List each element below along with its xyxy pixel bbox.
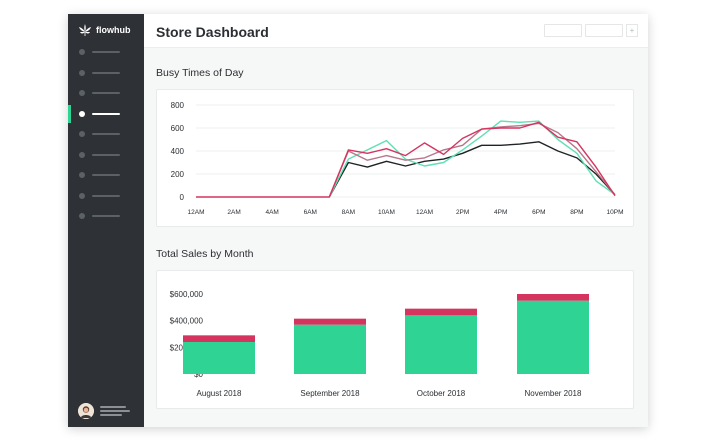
sidebar-item-label — [92, 153, 120, 156]
compliance-icon — [79, 192, 85, 199]
sidebar-item-label — [92, 133, 120, 135]
date-range-button[interactable] — [544, 24, 582, 37]
y-tick-label: $600,000 — [170, 290, 204, 299]
x-tick-label: 8PM — [570, 209, 583, 216]
inventory-icon — [79, 110, 85, 117]
series-line-pink — [196, 121, 616, 198]
plus-icon: + — [629, 26, 635, 35]
x-tick-label: September 2018 — [300, 389, 360, 398]
user-role-placeholder — [100, 414, 122, 416]
y-tick-label: 800 — [171, 101, 185, 110]
avatar[interactable] — [78, 403, 94, 419]
app-window: flowhub Store Dashboard + Busy Ti — [68, 14, 648, 427]
settings-icon — [79, 213, 85, 219]
x-tick-label: 6PM — [532, 209, 545, 216]
user-name-placeholder — [100, 406, 126, 408]
sidebar-item-label — [92, 194, 120, 197]
user-profile[interactable] — [78, 403, 138, 419]
sales-title: Total Sales by Month — [156, 248, 254, 260]
brand-logo[interactable]: flowhub — [78, 22, 131, 38]
orders-icon — [79, 69, 85, 76]
bar-top[interactable] — [405, 308, 477, 316]
page-title: Store Dashboard — [156, 24, 269, 40]
sidebar-item-label — [92, 71, 120, 74]
sidebar-item-label — [92, 215, 120, 217]
reports-icon — [79, 131, 85, 137]
bar-top[interactable] — [294, 318, 366, 325]
busy-times-chart: 0 200 400 600 800 12AM 2AM 4AM 6AM 8AM 10AM 12AM 2PM… — [171, 101, 624, 216]
busy-times-card: 0 200 400 600 800 12AM 2AM 4AM 6AM 8AM 10AM 12AM 2PM… — [156, 89, 634, 227]
series-line-dark — [328, 141, 616, 198]
y-tick-label: $0 — [194, 370, 203, 379]
bar-top[interactable] — [183, 335, 255, 342]
add-button[interactable]: + — [626, 24, 638, 37]
x-tick-label: November 2018 — [525, 389, 582, 398]
sidebar-item-settings[interactable] — [68, 210, 144, 222]
series-line-mauve — [328, 122, 616, 198]
leaf-icon — [79, 24, 91, 36]
user-avatar-icon — [78, 403, 94, 419]
sidebar-item-label — [92, 51, 120, 53]
x-tick-label: 4AM — [265, 209, 278, 216]
bar-base[interactable] — [405, 315, 477, 374]
bar-top[interactable] — [517, 294, 589, 301]
x-tick-label: 10AM — [378, 209, 395, 216]
series-line-green — [328, 120, 616, 198]
x-tick-label: 8AM — [342, 209, 355, 216]
sidebar-item-label — [92, 174, 120, 176]
sidebar-item-reports[interactable] — [68, 128, 144, 140]
bar-base[interactable] — [183, 342, 255, 374]
y-tick-label: 0 — [180, 193, 185, 202]
y-tick-label: 200 — [171, 170, 185, 179]
y-tick-label: $400,000 — [170, 317, 204, 326]
sidebar-item-label — [92, 92, 120, 94]
x-tick-label: 2AM — [227, 209, 240, 216]
sidebar-item-orders[interactable] — [68, 67, 144, 79]
x-tick-label: 12AM — [188, 209, 205, 216]
customers-icon — [79, 90, 85, 96]
brand-name: flowhub — [96, 25, 131, 35]
x-tick-label: August 2018 — [197, 389, 242, 398]
top-bar: Store Dashboard + — [144, 14, 648, 48]
active-indicator — [68, 104, 71, 123]
x-tick-label: October 2018 — [417, 389, 466, 398]
x-tick-label: 4PM — [494, 209, 507, 216]
main-content: Store Dashboard + Busy Times of Day 0 200… — [144, 14, 648, 427]
sidebar-item-compliance[interactable] — [68, 190, 144, 202]
sidebar-item-staff[interactable] — [68, 149, 144, 161]
sidebar-item-dashboard[interactable] — [68, 46, 144, 58]
promotions-icon — [79, 172, 85, 178]
user-name-placeholder — [100, 410, 130, 412]
x-tick-label: 10PM — [607, 209, 624, 216]
x-tick-label: 12AM — [416, 209, 433, 216]
dashboard-icon — [79, 49, 85, 55]
x-tick-label: 2PM — [456, 209, 469, 216]
sidebar-item-inventory[interactable] — [68, 104, 144, 123]
busy-times-title: Busy Times of Day — [156, 67, 244, 79]
sidebar: flowhub — [68, 14, 144, 427]
filter-button[interactable] — [585, 24, 623, 37]
staff-icon — [79, 151, 85, 158]
sidebar-item-customers[interactable] — [68, 87, 144, 99]
sidebar-item-promotions[interactable] — [68, 169, 144, 181]
y-tick-label: 400 — [171, 147, 185, 156]
bar-base[interactable] — [517, 300, 589, 374]
sidebar-item-label — [92, 112, 120, 115]
bar-base[interactable] — [294, 324, 366, 374]
x-tick-label: 6AM — [304, 209, 317, 216]
y-tick-label: 600 — [171, 124, 185, 133]
